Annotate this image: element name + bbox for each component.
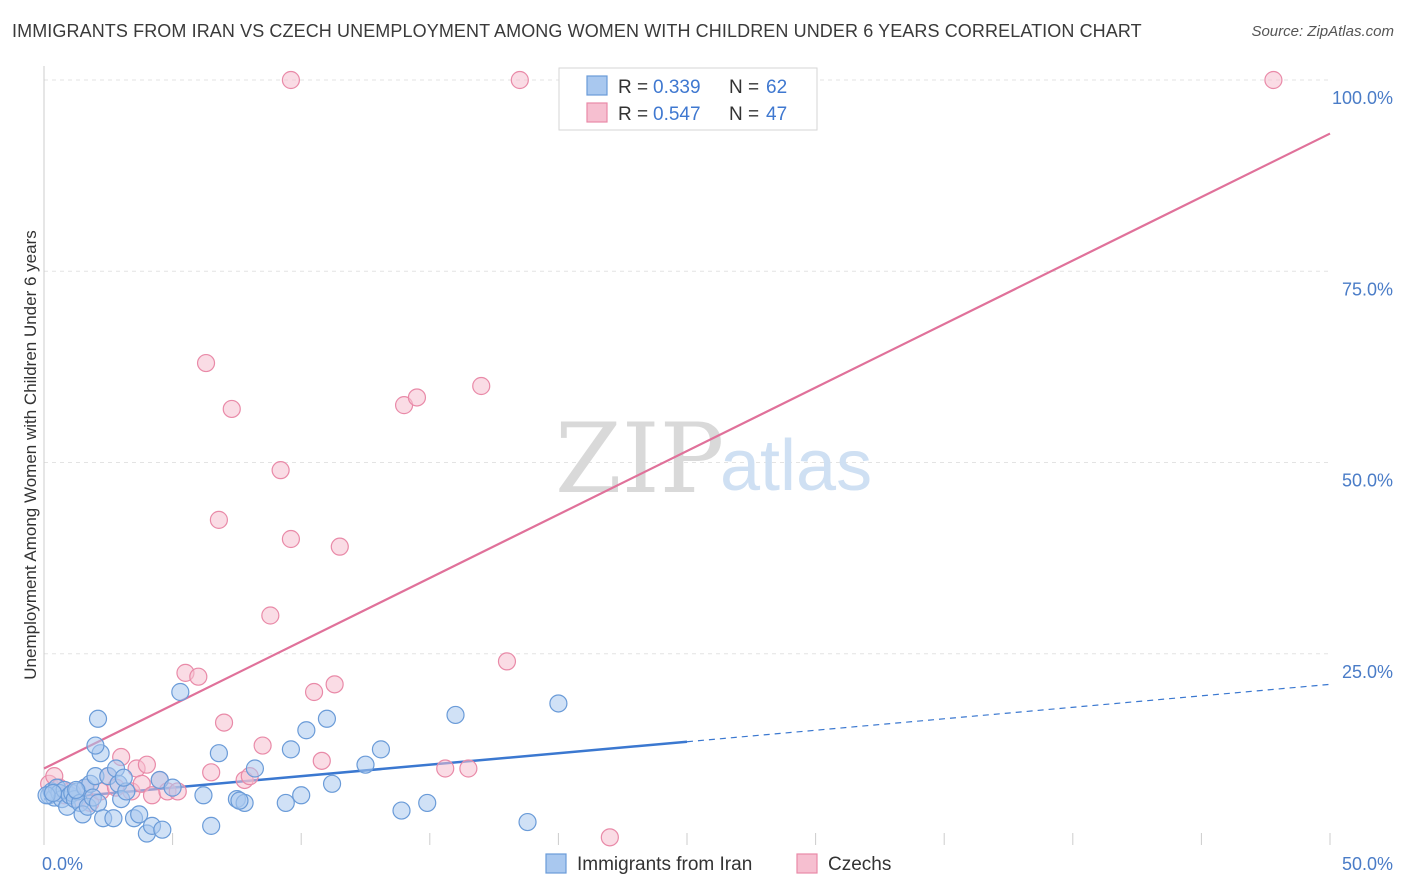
legend-n-label-iran: N =	[729, 77, 759, 98]
czech-point-38	[510, 70, 529, 90]
iran-point-51	[446, 705, 465, 725]
czech-point-29	[281, 529, 301, 549]
iran-point-53	[549, 694, 568, 713]
iran-point-49	[392, 801, 411, 820]
iran-point-46	[322, 774, 342, 793]
iran-point-52	[518, 812, 537, 832]
y-tick-label-1: 50.0%	[1342, 471, 1393, 491]
iran-point-19	[88, 793, 108, 813]
czech-point-16	[142, 786, 162, 805]
czech-point-36	[209, 510, 228, 529]
iran-point-34	[163, 778, 182, 797]
grid-lines	[44, 79, 1330, 655]
legend: R = 0.339 N = 62 R = 0.547 N = 47	[558, 67, 818, 131]
x-tick-label-0: 0.0%	[42, 854, 83, 874]
czech-point-31	[312, 751, 331, 770]
iran-point-61	[230, 791, 249, 810]
watermark-atlas: atlas	[720, 426, 872, 506]
bottom-legend-label-czech: Czechs	[828, 854, 891, 875]
iran-point-42	[281, 740, 301, 759]
iran-point-54	[171, 682, 190, 702]
legend-n-value-iran: 62	[766, 77, 787, 98]
czech-point-33	[330, 537, 349, 556]
czech-point-34	[196, 353, 216, 373]
czech-point-21	[189, 667, 208, 686]
legend-r-value-czech: 0.547	[653, 104, 701, 125]
czech-point-15	[137, 755, 156, 774]
legend-swatch-iran	[586, 75, 608, 96]
chart-source: Source: ZipAtlas.com	[1251, 23, 1394, 40]
czech-point-41	[407, 388, 427, 407]
iran-points	[37, 682, 568, 843]
bottom-legend-swatch-czech	[796, 853, 818, 874]
bottom-legend-label-iran: Immigrants from Iran	[577, 854, 752, 875]
iran-point-55	[88, 709, 108, 728]
czech-point-26	[253, 736, 272, 755]
iran-point-40	[245, 759, 265, 778]
iran-point-56	[86, 736, 105, 755]
czech-point-30	[304, 682, 324, 702]
bottom-legend: Immigrants from Iran Czechs	[545, 853, 891, 875]
czech-point-39	[1264, 70, 1283, 90]
iran-point-60	[114, 768, 133, 787]
x-tick-label-1: 50.0%	[1342, 854, 1393, 874]
iran-point-36	[202, 816, 221, 835]
czech-point-22	[202, 763, 221, 782]
legend-n-value-czech: 47	[766, 104, 787, 125]
czech-point-23	[214, 713, 234, 732]
iran-point-43	[292, 786, 311, 805]
y-tick-label-2: 75.0%	[1342, 279, 1393, 299]
legend-r-label-czech: R =	[618, 104, 648, 125]
iran-point-48	[371, 740, 391, 759]
iran-point-23	[104, 809, 123, 828]
legend-n-label-czech: N =	[729, 104, 759, 125]
y-tick-label-3: 100.0%	[1332, 88, 1393, 108]
legend-r-label-iran: R =	[618, 77, 648, 98]
iran-point-59	[67, 780, 86, 800]
legend-r-value-iran: 0.339	[653, 77, 701, 98]
tick-labels: 25.0% 50.0% 75.0% 100.0% 0.0% 50.0%	[42, 88, 1393, 874]
chart-title: IMMIGRANTS FROM IRAN VS CZECH UNEMPLOYME…	[12, 21, 1142, 41]
bottom-legend-swatch-iran	[545, 853, 567, 874]
czech-point-46	[600, 828, 619, 847]
czech-point-14	[132, 774, 151, 793]
czech-point-28	[271, 461, 290, 480]
czech-point-42	[472, 376, 491, 396]
iran-point-41	[276, 793, 295, 813]
iran-point-58	[43, 783, 63, 803]
iran-point-45	[317, 709, 337, 728]
iran-point-29	[130, 805, 149, 824]
iran-point-37	[209, 744, 228, 763]
czech-point-27	[261, 606, 280, 625]
czech-point-35	[222, 399, 241, 419]
czech-point-43	[436, 759, 455, 778]
iran-point-44	[297, 721, 316, 740]
czech-point-44	[459, 759, 478, 778]
y-tick-label-0: 25.0%	[1342, 662, 1393, 682]
czech-trend-line	[43, 132, 1331, 770]
legend-swatch-czech	[586, 102, 608, 123]
czech-point-45	[497, 652, 517, 671]
iran-point-50	[418, 793, 437, 813]
czech-point-37	[281, 70, 301, 90]
iran-point-35	[194, 786, 213, 805]
axes	[43, 66, 1331, 845]
iran-point-33	[153, 820, 172, 839]
y-axis-title: Unemployment Among Women with Children U…	[21, 230, 40, 679]
czech-point-32	[325, 675, 344, 694]
watermark-zip: ZIP	[555, 403, 724, 515]
iran-point-47	[356, 755, 375, 774]
iran-trend-line-extension	[686, 683, 1331, 743]
